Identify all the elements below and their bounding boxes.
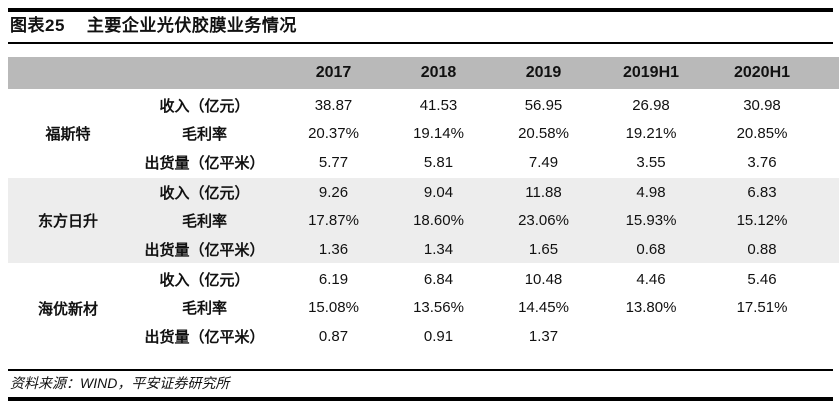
value-cell: 0.91 [423,328,454,345]
value-cell: 4.46 [636,270,666,288]
value-cell: 11.88 [525,183,562,201]
exhibit-title-bar: 图表25 主要企业光伏胶膜业务情况 [8,8,833,44]
value-cell: 23.06% [518,212,569,229]
value-cell: 0.88 [747,240,777,258]
value-cell: 4.98 [636,183,666,201]
value-cell: 15.12% [736,212,788,229]
value-cell: 17.87% [308,212,359,229]
value-cell: 9.04 [423,183,454,201]
value-cell: 7.49 [528,153,559,171]
year-header-cell: 2019H1 [622,64,680,81]
value-cell: 38.87 [314,96,353,114]
value-cell: 19.21% [625,125,677,142]
company-group: 福斯特 收入（亿元） 38.87 41.53 56.95 26.98 30.98 毛利率 20.… [8,90,839,177]
value-cell: 15.93% [625,212,677,229]
value-cell: 6.83 [747,183,777,201]
value-cell: 41.53 [419,96,458,114]
value-cell: 5.81 [423,153,454,171]
metric-label-cell: 出货量（亿平米） [144,241,265,259]
value-cell: 18.60% [413,212,464,229]
company-name-cell: 东方日升 [37,213,98,230]
source-note: 资料来源：WIND，平安证券研究所 [8,369,833,401]
table-row: 毛利率 17.87% 18.60% 23.06% 15.93% 15.12% [8,206,839,235]
exhibit-number: 图表25 [10,16,65,35]
table-row: 出货量（亿平米） 5.77 5.81 7.49 3.55 3.76 [8,148,839,177]
year-header-cell: 2019 [525,64,562,81]
company-name-cell: 福斯特 [45,126,91,143]
value-cell: 19.14% [413,125,464,142]
value-cell [596,322,706,351]
value-cell: 0.68 [636,240,666,258]
metric-header-cell [128,57,281,90]
value-cell: 5.77 [318,153,349,171]
value-cell: 14.45% [518,299,569,316]
company-group: 海优新材 收入（亿元） 6.19 6.84 10.48 4.46 5.46 毛利率 15.08%… [8,264,839,351]
value-cell: 20.37% [308,125,359,142]
value-cell: 10.48 [524,270,563,288]
metric-label-cell: 毛利率 [181,126,227,143]
metric-label-cell: 出货量（亿平米） [144,154,265,172]
value-cell: 6.84 [423,270,454,288]
value-cell: 26.98 [632,96,670,114]
metric-label-cell: 收入（亿元） [159,271,250,289]
value-cell: 1.34 [423,240,454,258]
value-cell: 15.08% [308,299,359,316]
table-row: 出货量（亿平米） 0.87 0.91 1.37 [8,322,839,351]
value-cell: 20.58% [518,125,569,142]
company-group: 东方日升 收入（亿元） 9.26 9.04 11.88 4.98 6.83 毛利率 17.87%… [8,177,839,264]
value-cell: 1.65 [528,240,559,258]
table-row: 海优新材 收入（亿元） 6.19 6.84 10.48 4.46 5.46 [8,264,839,318]
data-table: 2017 2018 2019 2019H1 2020H1 福斯特 收入（亿元） 38… [8,57,839,351]
year-header-cell: 2018 [420,64,457,81]
value-cell: 13.80% [625,299,677,316]
table-row: 毛利率 20.37% 19.14% 20.58% 19.21% 20.85% [8,119,839,148]
page-title: 主要企业光伏胶膜业务情况 [86,16,297,35]
metric-label-cell: 收入（亿元） [159,184,250,202]
value-cell: 5.46 [747,270,777,288]
value-cell [706,322,839,351]
value-cell: 13.56% [413,299,464,316]
value-cell: 56.95 [524,96,563,114]
value-cell: 1.37 [528,328,559,345]
metric-label-cell: 毛利率 [181,213,227,230]
value-cell: 9.26 [318,183,349,201]
value-cell: 30.98 [743,96,781,114]
value-cell: 0.87 [318,328,349,345]
table-row: 福斯特 收入（亿元） 38.87 41.53 56.95 26.98 30.98 [8,90,839,144]
metric-label-cell: 收入（亿元） [159,97,250,115]
year-header-cell: 2017 [315,64,352,81]
value-cell: 6.19 [318,270,349,288]
table-header-row: 2017 2018 2019 2019H1 2020H1 [8,57,839,90]
year-header-cell: 2020H1 [733,64,791,81]
value-cell: 3.76 [747,153,777,171]
table-row: 东方日升 收入（亿元） 9.26 9.04 11.88 4.98 6.83 [8,177,839,231]
value-cell: 3.55 [636,153,666,171]
value-cell: 20.85% [736,125,788,142]
metric-label-cell: 出货量（亿平米） [144,329,265,346]
value-cell: 1.36 [318,240,349,258]
metric-label-cell: 毛利率 [181,300,227,317]
company-name-cell: 海优新材 [37,300,98,318]
value-cell: 17.51% [736,299,788,316]
table-row: 毛利率 15.08% 13.56% 14.45% 13.80% 17.51% [8,293,839,322]
report-page: 图表25 主要企业光伏胶膜业务情况 2017 2018 2019 2019H1 … [8,8,839,401]
company-header-cell [8,57,128,90]
table-row: 出货量（亿平米） 1.36 1.34 1.65 0.68 0.88 [8,235,839,264]
